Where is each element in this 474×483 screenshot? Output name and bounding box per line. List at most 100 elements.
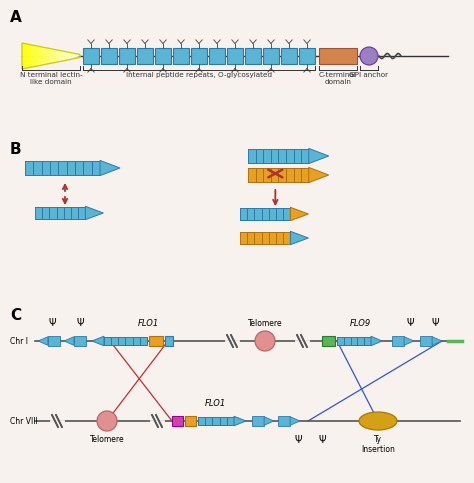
Polygon shape xyxy=(71,54,73,58)
Polygon shape xyxy=(283,232,291,244)
Text: Chr I: Chr I xyxy=(10,337,28,345)
Circle shape xyxy=(97,411,117,431)
Polygon shape xyxy=(286,149,293,163)
Polygon shape xyxy=(301,168,309,182)
Polygon shape xyxy=(79,56,81,57)
Polygon shape xyxy=(149,336,163,346)
Polygon shape xyxy=(28,44,30,68)
Polygon shape xyxy=(31,45,33,67)
Polygon shape xyxy=(91,161,100,175)
Polygon shape xyxy=(60,52,62,60)
Polygon shape xyxy=(64,207,71,219)
Polygon shape xyxy=(262,232,269,244)
Polygon shape xyxy=(172,416,183,426)
Polygon shape xyxy=(269,232,276,244)
Polygon shape xyxy=(351,337,357,345)
Polygon shape xyxy=(255,232,262,244)
Text: FLO1: FLO1 xyxy=(137,319,159,328)
Polygon shape xyxy=(56,207,64,219)
Polygon shape xyxy=(371,336,382,346)
Polygon shape xyxy=(252,416,264,426)
Polygon shape xyxy=(53,50,55,62)
Polygon shape xyxy=(240,232,247,244)
Text: GPI anchor: GPI anchor xyxy=(349,72,389,78)
Polygon shape xyxy=(205,417,212,425)
Polygon shape xyxy=(126,337,133,345)
Polygon shape xyxy=(38,46,40,65)
Text: FLO1: FLO1 xyxy=(204,399,226,408)
Polygon shape xyxy=(293,168,301,182)
Polygon shape xyxy=(41,47,43,65)
Polygon shape xyxy=(85,206,103,220)
Polygon shape xyxy=(185,416,196,426)
Polygon shape xyxy=(55,51,57,61)
Polygon shape xyxy=(309,168,329,183)
Polygon shape xyxy=(63,52,64,60)
Polygon shape xyxy=(45,48,47,64)
Polygon shape xyxy=(212,417,219,425)
Polygon shape xyxy=(23,43,26,69)
Polygon shape xyxy=(227,48,243,64)
Polygon shape xyxy=(255,208,262,220)
Polygon shape xyxy=(247,232,255,244)
Text: Ty
Insertion: Ty Insertion xyxy=(361,435,395,455)
Polygon shape xyxy=(70,54,72,58)
Polygon shape xyxy=(364,337,371,345)
Polygon shape xyxy=(32,45,34,67)
Polygon shape xyxy=(39,47,41,65)
Polygon shape xyxy=(264,417,274,425)
Polygon shape xyxy=(49,207,56,219)
Polygon shape xyxy=(219,417,227,425)
Polygon shape xyxy=(35,207,42,219)
Polygon shape xyxy=(432,337,442,345)
Polygon shape xyxy=(278,149,286,163)
Polygon shape xyxy=(337,337,344,345)
Polygon shape xyxy=(269,208,276,220)
Polygon shape xyxy=(92,336,104,346)
Polygon shape xyxy=(404,337,414,345)
Polygon shape xyxy=(51,49,53,62)
Polygon shape xyxy=(309,148,329,164)
Polygon shape xyxy=(286,168,293,182)
Polygon shape xyxy=(278,416,290,426)
Polygon shape xyxy=(155,48,171,64)
Polygon shape xyxy=(73,55,75,57)
Polygon shape xyxy=(50,161,58,175)
Polygon shape xyxy=(319,48,357,64)
Polygon shape xyxy=(245,48,261,64)
Polygon shape xyxy=(65,53,67,59)
Polygon shape xyxy=(25,161,33,175)
Polygon shape xyxy=(78,207,85,219)
Polygon shape xyxy=(75,161,83,175)
Polygon shape xyxy=(71,207,78,219)
Polygon shape xyxy=(278,168,286,182)
Text: C-terminal
domain: C-terminal domain xyxy=(319,72,357,85)
Polygon shape xyxy=(357,337,364,345)
Polygon shape xyxy=(234,416,246,426)
Polygon shape xyxy=(344,337,351,345)
Polygon shape xyxy=(263,48,279,64)
Polygon shape xyxy=(61,52,63,60)
Polygon shape xyxy=(173,48,189,64)
Polygon shape xyxy=(35,46,37,66)
Text: Telomere: Telomere xyxy=(248,319,283,328)
Polygon shape xyxy=(240,208,247,220)
Polygon shape xyxy=(74,336,86,346)
Polygon shape xyxy=(133,337,140,345)
Circle shape xyxy=(255,331,275,351)
Polygon shape xyxy=(67,161,75,175)
Text: Ψ: Ψ xyxy=(76,318,84,328)
Polygon shape xyxy=(48,49,50,63)
Polygon shape xyxy=(263,168,271,182)
Polygon shape xyxy=(119,48,135,64)
Polygon shape xyxy=(50,49,52,63)
Polygon shape xyxy=(227,417,234,425)
Polygon shape xyxy=(101,48,117,64)
Polygon shape xyxy=(165,336,173,346)
Polygon shape xyxy=(83,161,91,175)
Polygon shape xyxy=(392,336,404,346)
Polygon shape xyxy=(42,207,49,219)
Text: Internal peptide repeats, O-glycosylated: Internal peptide repeats, O-glycosylated xyxy=(126,72,272,78)
Polygon shape xyxy=(67,53,69,59)
Polygon shape xyxy=(209,48,225,64)
